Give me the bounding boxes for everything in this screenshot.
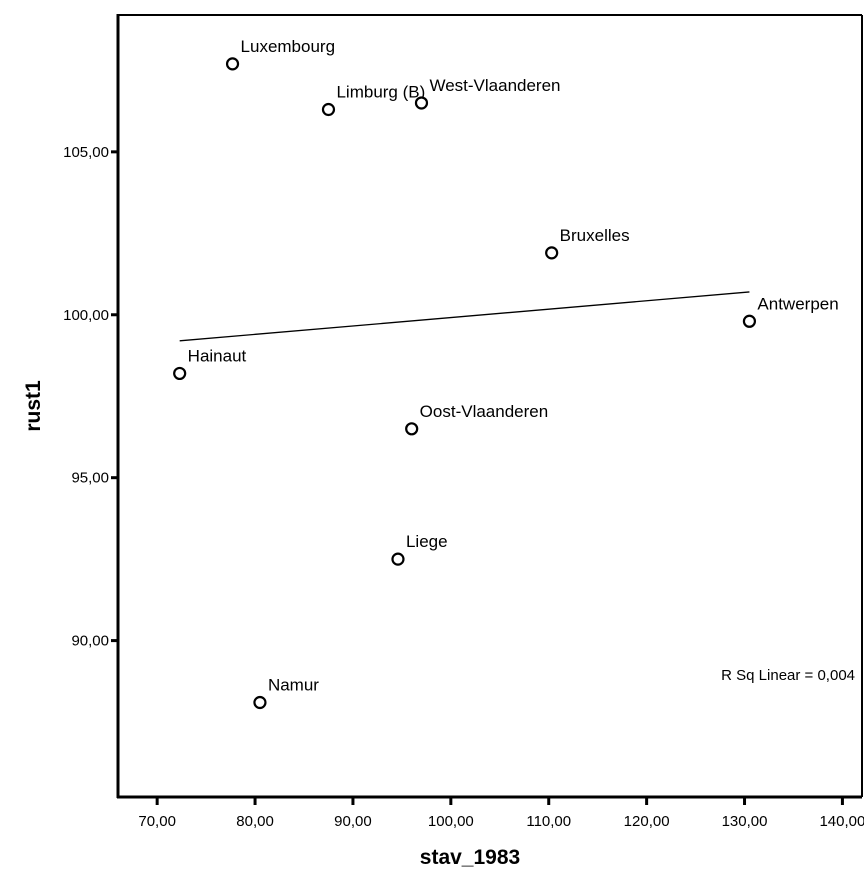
x-tick-label: 110,00 [526,813,571,830]
point-label: Bruxelles [560,226,630,245]
data-point [405,422,419,436]
x-tick-label: 120,00 [624,813,670,830]
x-axis-title: stav_1983 [420,846,520,869]
plot-frame [116,14,863,799]
points-layer: Luxembourg Limburg (B) West-Vlaanderen Brux… [173,37,839,710]
y-tick-label: 105,00 [63,144,109,161]
data-point [742,314,757,328]
x-tick-label: 140,00 [819,813,864,830]
y-tick-label: 95,00 [71,470,109,487]
point-label: Limburg (B) [336,82,425,101]
point-label: Antwerpen [757,294,838,313]
x-tick-label: 130,00 [722,813,768,830]
x-tick-label: 80,00 [236,813,274,830]
data-point [545,246,559,260]
point-label: Luxembourg [241,37,336,56]
data-point [391,552,405,566]
y-axis-title: rust1 [22,380,45,432]
fit-line-layer [179,291,750,342]
y-axis: 90,00 95,00 100,00 105,00 [63,144,118,650]
x-tick-label: 90,00 [334,813,372,830]
point-label: Namur [268,676,319,695]
data-point [414,96,429,110]
data-point [173,366,187,381]
point-label: Liege [406,532,448,551]
data-point [225,57,240,71]
y-tick-label: 90,00 [71,633,109,650]
x-tick-label: 70,00 [138,813,176,830]
point-label: Oost-Vlaanderen [420,402,549,421]
x-tick-label: 100,00 [428,813,474,830]
point-label: West-Vlaanderen [429,76,560,95]
data-point [321,102,336,117]
x-axis: 70,00 80,00 90,00 100,00 110,00 120,00 130,00 1… [138,797,864,830]
data-point [253,695,267,710]
r-squared-annotation: R Sq Linear = 0,004 [721,667,855,684]
fit-line [179,291,750,342]
y-tick-label: 100,00 [63,307,109,324]
point-label: Hainaut [188,346,247,365]
